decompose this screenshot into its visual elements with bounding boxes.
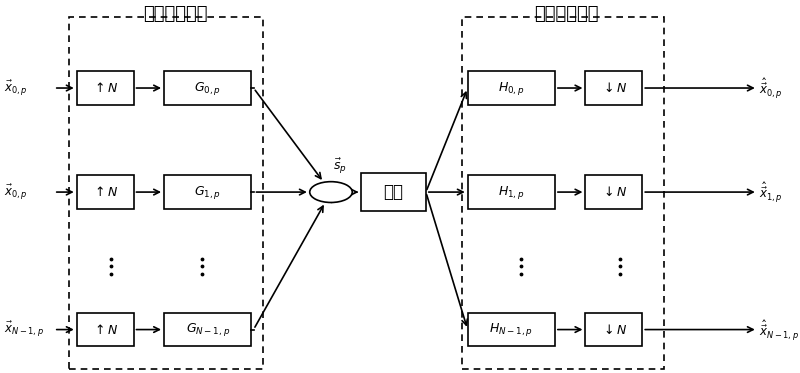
Text: $\uparrow N$: $\uparrow N$ [92, 81, 118, 95]
Text: $\uparrow N$: $\uparrow N$ [92, 185, 118, 199]
Bar [164, 313, 251, 346]
Text: $\hat{\vec{x}}_{N-1,p}$: $\hat{\vec{x}}_{N-1,p}$ [759, 317, 799, 342]
Text: $G_{1,p}$: $G_{1,p}$ [194, 184, 221, 201]
Text: $\uparrow N$: $\uparrow N$ [92, 323, 118, 336]
Text: $H_{0,p}$: $H_{0,p}$ [498, 79, 525, 97]
Bar [362, 173, 426, 211]
Bar [468, 71, 555, 105]
Text: 综合滤波器组: 综合滤波器组 [143, 5, 207, 23]
Text: 信道: 信道 [384, 183, 404, 201]
Text: $G_{0,p}$: $G_{0,p}$ [194, 79, 221, 97]
Bar [164, 175, 251, 209]
Bar [586, 71, 642, 105]
Bar [77, 175, 134, 209]
Text: $\vec{x}_{0,p}$: $\vec{x}_{0,p}$ [5, 182, 28, 201]
Bar [164, 71, 251, 105]
Text: $\downarrow N$: $\downarrow N$ [601, 81, 627, 95]
Bar [468, 175, 555, 209]
Text: $\vec{x}_{N-1,p}$: $\vec{x}_{N-1,p}$ [5, 320, 45, 339]
Circle shape [310, 182, 352, 203]
Text: $\downarrow N$: $\downarrow N$ [601, 323, 627, 336]
Bar [77, 313, 134, 346]
Text: $\hat{\vec{x}}_{1,p}$: $\hat{\vec{x}}_{1,p}$ [759, 180, 783, 204]
Text: $H_{N-1,p}$: $H_{N-1,p}$ [490, 321, 534, 338]
Text: 分析滤波器组: 分析滤波器组 [534, 5, 598, 23]
Text: $\vec{s}_p$: $\vec{s}_p$ [333, 156, 346, 176]
Bar [462, 18, 663, 369]
Text: $\downarrow N$: $\downarrow N$ [601, 185, 627, 199]
Text: $G_{N-1,p}$: $G_{N-1,p}$ [186, 321, 230, 338]
Bar [468, 313, 555, 346]
Bar [586, 313, 642, 346]
Bar [77, 71, 134, 105]
Bar [586, 175, 642, 209]
Text: $\vec{x}_{0,p}$: $\vec{x}_{0,p}$ [5, 79, 28, 97]
Text: $\hat{\vec{x}}_{0,p}$: $\hat{\vec{x}}_{0,p}$ [759, 76, 783, 100]
Text: $H_{1,p}$: $H_{1,p}$ [498, 184, 525, 201]
Bar [69, 18, 262, 369]
